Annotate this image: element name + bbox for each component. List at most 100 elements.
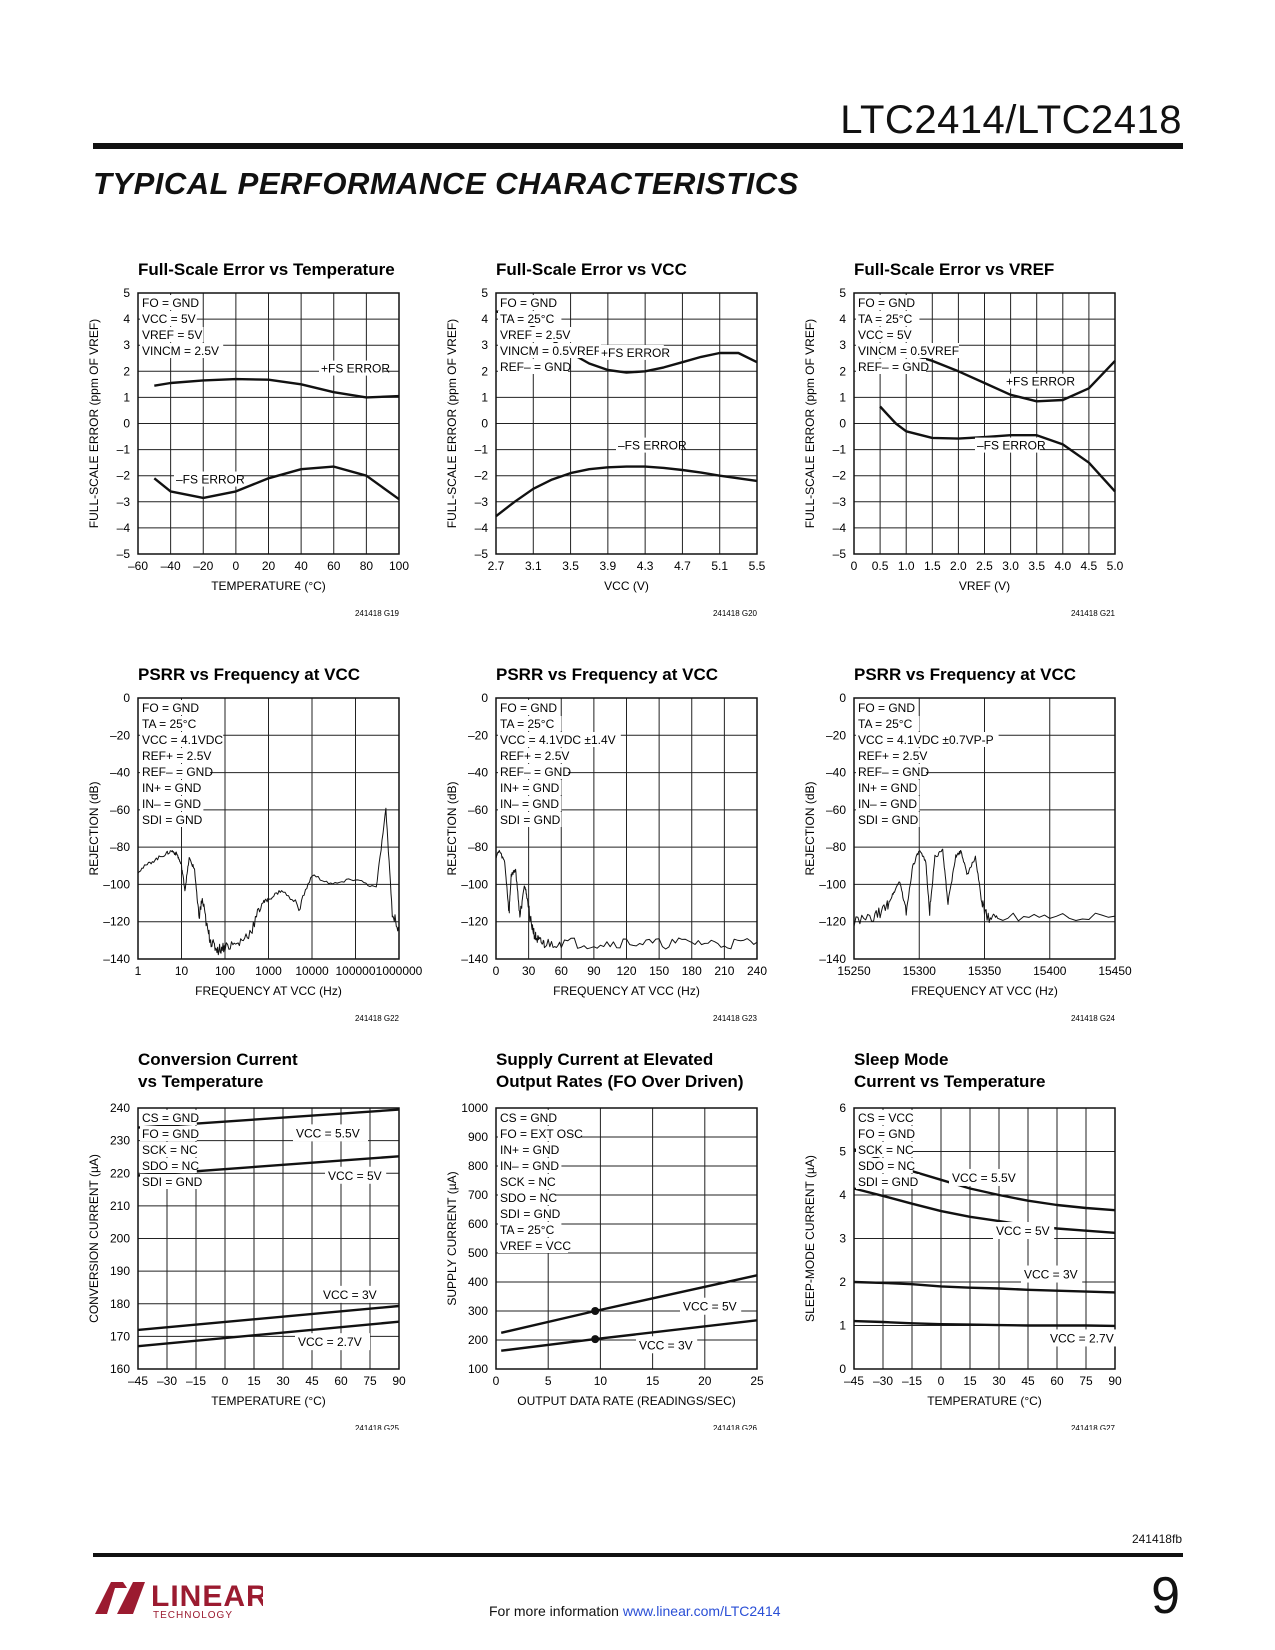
x-axis-label: FREQUENCY AT VCC (Hz) xyxy=(911,984,1058,998)
y-tick-label: –100 xyxy=(461,877,488,891)
figure-id: 241418 G21 xyxy=(1071,609,1116,618)
x-tick-label: –15 xyxy=(902,1374,922,1388)
x-tick-label: 60 xyxy=(1050,1374,1064,1388)
condition-bg xyxy=(140,716,204,731)
condition-text: FO = GND xyxy=(142,701,199,715)
condition-bg xyxy=(140,1142,197,1157)
y-tick-label: –100 xyxy=(819,877,846,891)
x-tick-label: 0 xyxy=(222,1374,229,1388)
condition-text: FO = GND xyxy=(500,701,557,715)
y-tick-label: –60 xyxy=(468,803,488,817)
condition-text: SDO = NC xyxy=(500,1191,557,1205)
condition-bg xyxy=(856,700,913,715)
y-tick-label: 4 xyxy=(839,1188,846,1202)
x-tick-label: 0 xyxy=(851,559,858,573)
x-tick-label: –30 xyxy=(873,1374,893,1388)
condition-text: TA = 25°C xyxy=(500,312,555,326)
x-tick-label: 1.5 xyxy=(924,559,941,573)
section-title: TYPICAL PERFORMANCE CHARACTERISTICS xyxy=(93,166,799,201)
series-line xyxy=(137,1304,400,1332)
y-tick-label: –120 xyxy=(103,915,130,929)
series-label: VCC = 5V xyxy=(683,1300,737,1314)
y-tick-label: –140 xyxy=(103,952,130,966)
x-tick-label: 10 xyxy=(175,964,189,978)
condition-text: REF+ = 2.5V xyxy=(142,749,211,763)
y-tick-label: –3 xyxy=(833,495,847,509)
condition-bg xyxy=(140,1110,197,1125)
y-tick-label: –5 xyxy=(117,547,131,561)
condition-bg xyxy=(856,1142,913,1157)
x-tick-label: 45 xyxy=(305,1374,319,1388)
condition-text: FO = GND xyxy=(858,1127,915,1141)
chart-g25: Conversion Current vs Temperature –45 –30 –1… xyxy=(87,1050,406,1430)
condition-bg xyxy=(856,1126,913,1141)
x-axis-label: FREQUENCY AT VCC (Hz) xyxy=(553,984,700,998)
annotation-bg xyxy=(975,437,1040,453)
condition-text: FO = GND xyxy=(142,1127,199,1141)
series-label: VCC = 2.7V xyxy=(298,1335,362,1349)
condition-text: SDI = GND xyxy=(142,1175,203,1189)
y-tick-label: 700 xyxy=(468,1188,488,1202)
more-info-link[interactable]: www.linear.com/LTC2414 xyxy=(622,1603,781,1619)
condition-bg xyxy=(498,1158,562,1173)
annotation-bg xyxy=(616,437,681,453)
condition-bg xyxy=(498,748,575,763)
condition-text: REF– = GND xyxy=(858,765,929,779)
condition-text: VREF = VCC xyxy=(500,1239,571,1253)
annotation-bg xyxy=(319,360,384,376)
condition-bg xyxy=(856,748,933,763)
chart-title: PSRR vs Frequency at VCC xyxy=(496,665,718,684)
condition-bg xyxy=(498,343,601,358)
y-axis-label: REJECTION (dB) xyxy=(87,781,101,875)
x-tick-label: 30 xyxy=(992,1374,1006,1388)
y-tick-label: 0 xyxy=(123,417,130,431)
x-tick-label: 150 xyxy=(649,964,669,978)
condition-bg xyxy=(140,732,224,747)
y-tick-label: 190 xyxy=(110,1264,130,1278)
condition-text: FO = GND xyxy=(142,296,199,310)
chart-title: Conversion Current vs Temperature xyxy=(138,1050,298,1091)
x-tick-label: 2.7 xyxy=(488,559,505,573)
y-axis-label: REJECTION (dB) xyxy=(445,781,459,875)
condition-text: REF+ = 2.5V xyxy=(500,749,569,763)
x-tick-label: 15 xyxy=(646,1374,660,1388)
condition-bg xyxy=(856,780,920,795)
y-tick-label: 3 xyxy=(481,338,488,352)
logo-text: LINEAR xyxy=(151,1580,263,1613)
condition-text: VCC = 4.1VDC xyxy=(142,733,223,747)
x-tick-label: 20 xyxy=(698,1374,712,1388)
condition-text: FO = GND xyxy=(858,701,915,715)
chart-title: Full-Scale Error vs VREF xyxy=(854,260,1054,279)
condition-bg xyxy=(498,700,555,715)
y-tick-label: –80 xyxy=(826,840,846,854)
condition-text: CS = VCC xyxy=(858,1111,914,1125)
series-annotation: +FS ERROR xyxy=(601,346,670,360)
x-tick-label: 5.0 xyxy=(1107,559,1124,573)
x-axis-label: VCC (V) xyxy=(604,579,649,593)
condition-text: CS = GND xyxy=(142,1111,199,1125)
figure-id: 241418 G22 xyxy=(355,1014,400,1023)
series-label: VCC = 5.5V xyxy=(952,1171,1016,1185)
condition-text: VREF = 2.5V xyxy=(500,328,570,342)
y-axis-label: SLEEP-MODE CURRENT (µA) xyxy=(803,1155,817,1322)
series-label: VCC = 3V xyxy=(1024,1268,1078,1282)
chart-g27: Sleep Mode Current vs Temperature –45 –30 –1… xyxy=(803,1050,1122,1430)
data-marker xyxy=(591,1307,600,1315)
y-tick-label: 1 xyxy=(123,390,130,404)
condition-text: SDO = NC xyxy=(858,1159,915,1173)
x-tick-label: 10000 xyxy=(295,964,329,978)
x-tick-label: 1.0 xyxy=(898,559,915,573)
x-tick-label: 180 xyxy=(682,964,702,978)
condition-text: REF– = GND xyxy=(500,360,571,374)
series-line xyxy=(853,1319,1116,1328)
condition-bg xyxy=(498,780,562,795)
condition-bg xyxy=(856,732,999,747)
condition-bg xyxy=(856,343,959,358)
figure-id: 241418 G20 xyxy=(713,609,758,618)
y-tick-label: 160 xyxy=(110,1362,130,1376)
y-tick-label: –5 xyxy=(833,547,847,561)
x-tick-label: 0 xyxy=(938,1374,945,1388)
y-tick-label: 300 xyxy=(468,1304,488,1318)
condition-bg xyxy=(140,796,204,811)
y-tick-label: –2 xyxy=(117,469,131,483)
